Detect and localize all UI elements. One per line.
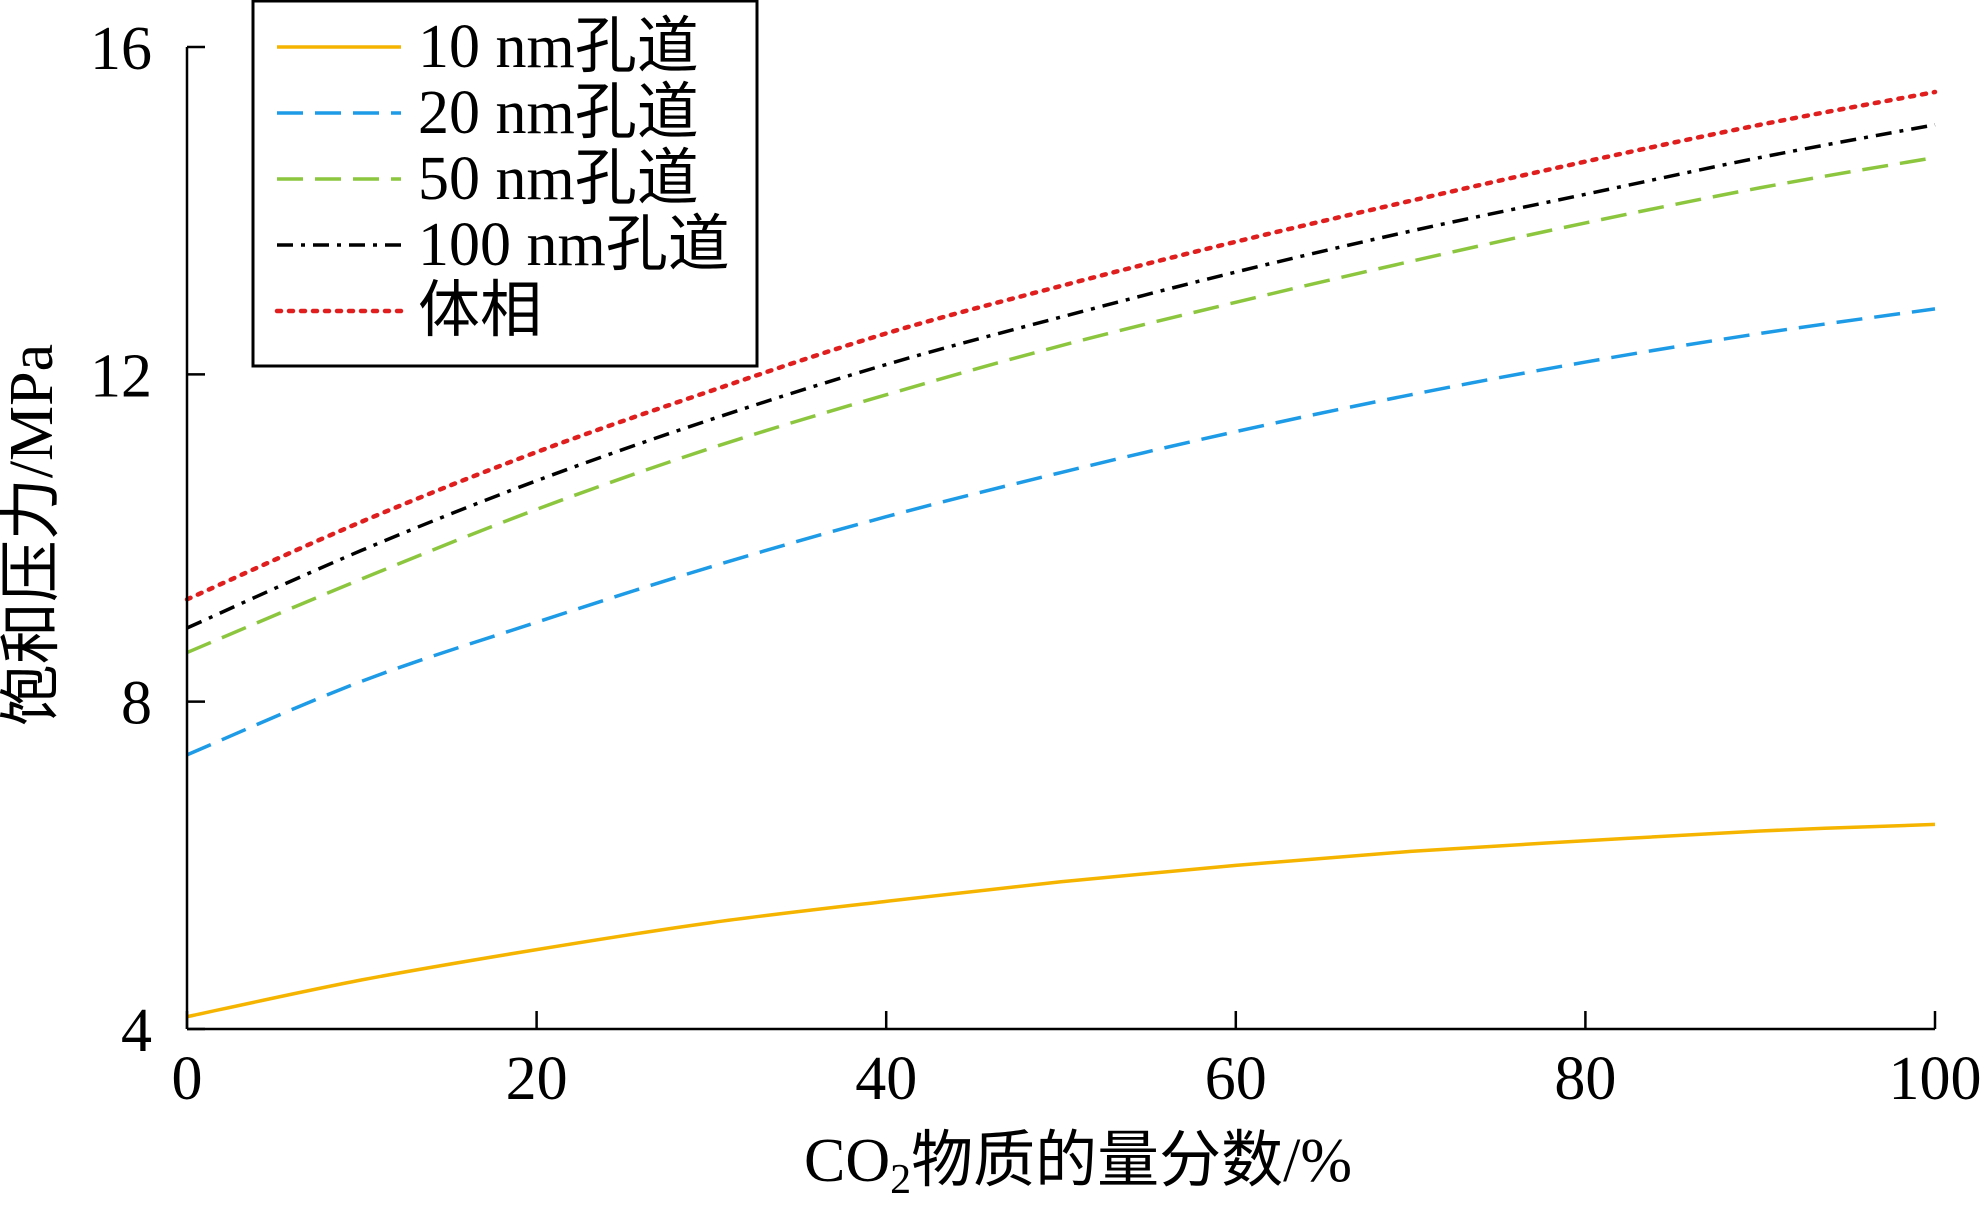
legend-label-3: 50 nm孔道 [418,145,699,213]
y-tick-label: 8 [121,670,152,738]
x-axis-title-subscript: 2 [890,1157,911,1203]
y-tick-label: 12 [90,342,152,410]
legend-box [251,0,759,368]
series-line-3 [186,155,1936,655]
series-line-5 [184,89,1938,602]
x-tick-label: 0 [172,1045,203,1113]
x-axis-title-prefix: CO [804,1127,890,1195]
legend-label-1: 10 nm孔道 [418,13,699,81]
x-tick-label: 60 [1205,1045,1267,1113]
y-axis-title: 饱和压力/MPa [0,344,66,726]
y-tick-label: 16 [90,15,152,83]
x-tick-label: 100 [1889,1045,1981,1113]
x-tick-label: 80 [1554,1045,1616,1113]
series-line-4 [186,123,1936,630]
x-tick-label: 20 [506,1045,568,1113]
y-tick-label: 4 [121,997,152,1065]
legend-label-5: 体相 [418,277,542,345]
x-tick-label: 40 [855,1045,917,1113]
x-axis-title-suffix: 物质的量分数/% [911,1127,1352,1195]
axes: 0 20 40 60 80 100 4 8 12 16 [90,15,1981,1113]
legend-label-2: 20 nm孔道 [418,79,699,147]
x-axis-title: CO2物质的量分数/% [804,1127,1352,1203]
plot-lines [184,89,1938,1019]
series-line-2 [186,307,1936,757]
legend-label-4: 100 nm孔道 [418,211,730,279]
series-line-1 [186,822,1936,1019]
